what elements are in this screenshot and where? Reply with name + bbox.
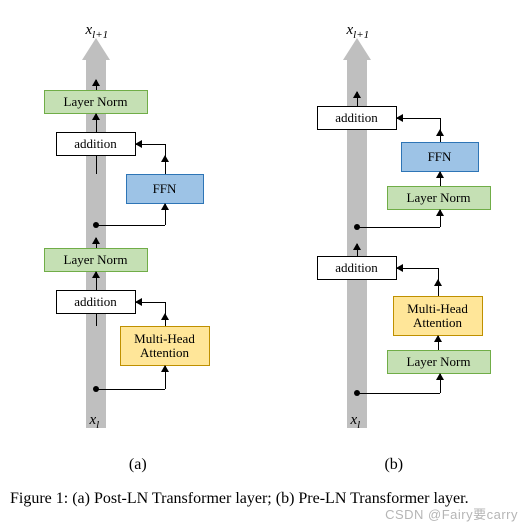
panels-row: xl+1xlLayer NormadditionFFNLayer Normadd… bbox=[10, 20, 522, 450]
add-block: addition bbox=[317, 256, 397, 280]
ln-block: Layer Norm bbox=[387, 186, 491, 210]
variable-label: xl bbox=[90, 412, 100, 431]
panel-a-label: (a) bbox=[129, 456, 147, 474]
panel-b-label: (b) bbox=[384, 456, 403, 474]
ln-block: Layer Norm bbox=[387, 350, 491, 374]
variable-label: xl bbox=[351, 412, 361, 431]
spine-arrowhead bbox=[82, 38, 110, 60]
variable-label: xl+1 bbox=[86, 22, 109, 41]
add-block: addition bbox=[56, 132, 136, 156]
spine-arrowhead bbox=[343, 38, 371, 60]
panel-a: xl+1 xl Layer Norm addition FFN Layer Norm add… bbox=[16, 20, 256, 450]
ln-block: Layer Norm bbox=[44, 90, 148, 114]
watermark-text: CSDN @Fairy要carry bbox=[385, 504, 518, 523]
variable-label: xl+1 bbox=[347, 22, 370, 41]
ffn-block: FFN bbox=[126, 174, 204, 204]
mha-block: Multi-Head Attention bbox=[393, 296, 483, 336]
add-block: addition bbox=[317, 106, 397, 130]
panel-b: xl+1xladditionFFNLayer NormadditionMulti… bbox=[277, 20, 517, 450]
ln-block: Layer Norm bbox=[44, 248, 148, 272]
ffn-block: FFN bbox=[401, 142, 479, 172]
add-block: addition bbox=[56, 290, 136, 314]
panel-labels-row: (a) (b) bbox=[10, 450, 522, 474]
mha-block: Multi-Head Attention bbox=[120, 326, 210, 366]
